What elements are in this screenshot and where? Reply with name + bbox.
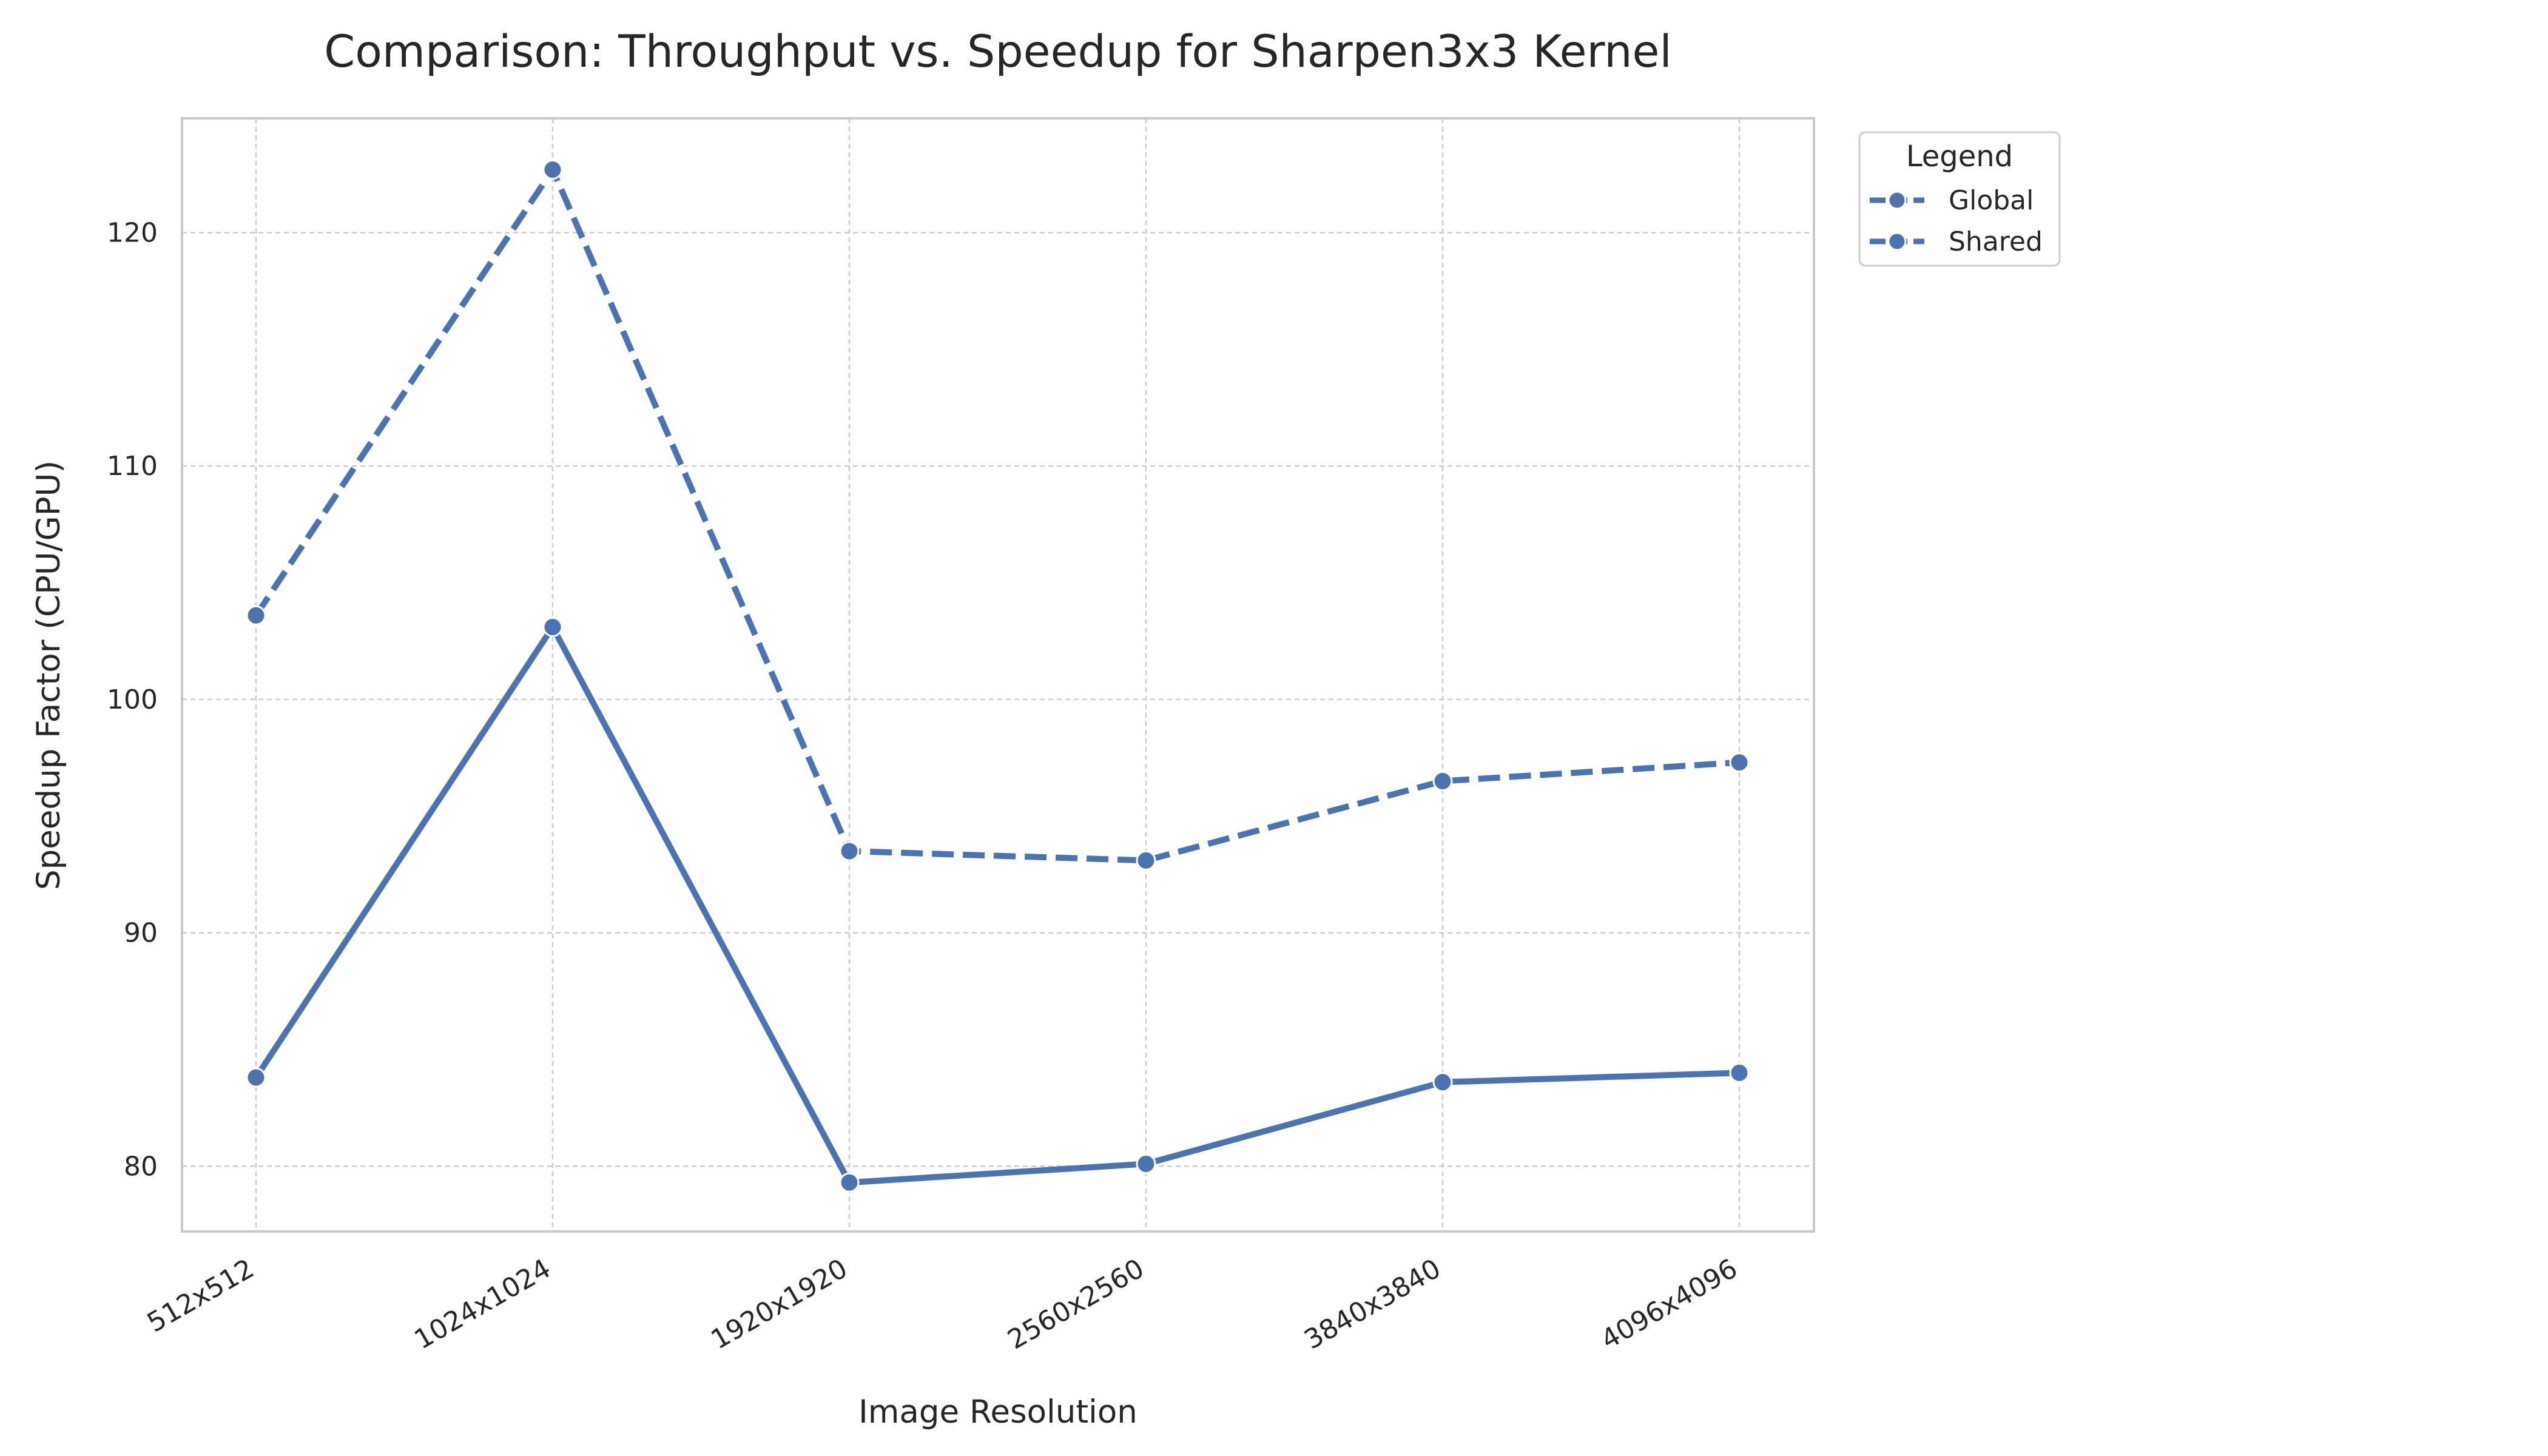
y-tick-label: 80 <box>124 1151 158 1182</box>
legend-items: Global Shared <box>1870 185 2043 257</box>
plot-area-frame <box>181 117 1815 1233</box>
data-point-global <box>1729 1062 1750 1083</box>
legend-title: Legend <box>1906 140 2013 174</box>
legend: Legend Global Shared <box>1858 131 2061 267</box>
y-axis-label: Speedup Factor (CPU/GPU) <box>30 460 67 890</box>
y-axis-ticks: 80 90 100 110 120 <box>107 218 158 1182</box>
legend-marker-global <box>1887 190 1907 210</box>
legend-label-global: Global <box>1949 185 2034 216</box>
chart-title: Comparison: Throughput vs. Speedup for S… <box>324 26 1671 78</box>
legend-marker-shared <box>1887 232 1907 251</box>
series-line-shared <box>253 166 1740 864</box>
y-tick-label: 120 <box>107 218 158 249</box>
data-point-shared <box>246 605 266 625</box>
series <box>246 160 1750 1193</box>
y-tick-label: 110 <box>107 451 158 482</box>
data-point-shared <box>1432 771 1453 792</box>
y-tick-label: 100 <box>107 684 158 715</box>
data-point-shared <box>1729 752 1750 773</box>
legend-box <box>1858 131 2061 267</box>
grid <box>182 118 1814 1232</box>
data-point-global <box>246 1067 266 1088</box>
x-axis-label: Image Resolution <box>858 1394 1138 1431</box>
data-point-global <box>839 1172 860 1193</box>
data-point-global <box>1136 1153 1156 1174</box>
data-point-shared <box>542 160 563 180</box>
y-tick-label: 90 <box>124 918 158 949</box>
legend-label-shared: Shared <box>1949 226 2043 257</box>
data-point-global <box>542 617 563 638</box>
data-point-global <box>1432 1072 1453 1093</box>
data-point-shared <box>839 841 860 861</box>
series-line-global <box>253 624 1740 1186</box>
data-point-shared <box>1136 850 1156 871</box>
